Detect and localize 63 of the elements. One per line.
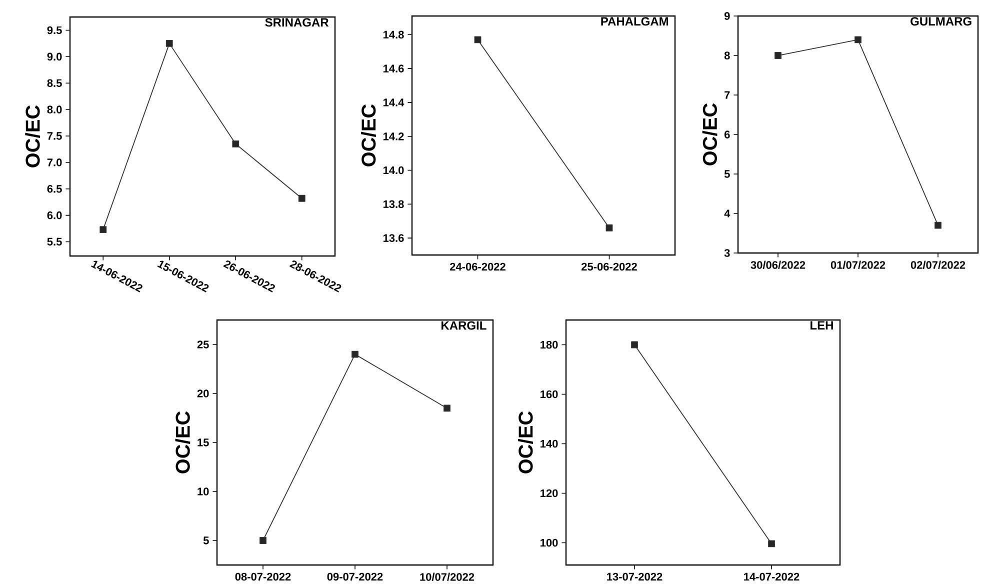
y-tick-label: 10	[198, 488, 209, 496]
y-tick-label: 15	[198, 438, 209, 446]
chart-title: KARGIL	[442, 321, 486, 330]
chart-title: SRINAGAR	[265, 18, 329, 27]
y-axis-title: OC/EC	[518, 411, 533, 474]
point	[934, 222, 942, 229]
x-tick-label: 10/07/2022	[420, 572, 474, 581]
y-tick-label: 7.0	[47, 158, 62, 166]
y-tick-label: 9.0	[47, 52, 62, 61]
chart-title: PAHALGAM	[601, 17, 668, 26]
point	[232, 140, 240, 148]
y-tick-label: 14.6	[383, 64, 404, 72]
x-tick-label: 09-07-2022	[327, 572, 383, 581]
y-tick-label: 14.2	[383, 132, 404, 140]
y-tick-label: 7.5	[47, 132, 62, 140]
y-axis-title: OC/EC	[25, 105, 40, 168]
chart-title: LEH	[810, 321, 833, 330]
x-tick-label: 02/07/2022	[910, 260, 966, 269]
y-tick-label: 9	[724, 12, 730, 20]
y-tick-label: 3	[724, 249, 730, 257]
y-tick-label: 160	[540, 390, 558, 398]
y-tick-label: 8.0	[47, 106, 62, 114]
y-tick-label: 5	[203, 536, 209, 544]
x-tick-label: 13-07-2022	[607, 572, 662, 581]
y-tick-label: 14.8	[383, 30, 404, 39]
point	[854, 36, 862, 44]
point	[166, 40, 173, 47]
y-tick-label: 7	[724, 91, 730, 99]
x-tick-label: 14-07-2022	[744, 572, 800, 581]
x-tick-label: 24-06-2022	[450, 262, 506, 271]
y-tick-label: 100	[540, 538, 558, 547]
y-tick-label: 8.5	[47, 79, 62, 87]
point	[100, 226, 107, 234]
y-tick-label: 14.0	[383, 166, 404, 174]
point	[774, 52, 782, 59]
y-tick-label: 20	[197, 390, 209, 398]
point	[260, 537, 266, 544]
y-tick-label: 180	[540, 340, 558, 349]
y-tick-label: 14.4	[383, 98, 404, 106]
y-axis-title: OC/EC	[361, 104, 376, 166]
y-tick-label: 9.5	[47, 26, 62, 34]
x-tick-label: 25-06-2022	[582, 262, 637, 271]
y-tick-label: 5	[724, 170, 730, 178]
point	[444, 404, 450, 412]
y-axis-title: OC/EC	[175, 411, 190, 474]
y-tick-label: 6.0	[47, 211, 62, 220]
chart-title: GULMARG	[910, 17, 972, 26]
y-axis-title: OC/EC	[702, 103, 718, 166]
y-tick-label: 13.8	[383, 200, 404, 208]
y-tick-label: 25	[197, 340, 209, 348]
y-tick-label: 13.6	[383, 234, 404, 242]
point	[298, 194, 306, 202]
y-tick-label: 140	[540, 440, 558, 448]
x-tick-label: 08-07-2022	[235, 572, 291, 581]
y-tick-label: 4	[724, 210, 730, 218]
y-tick-label: 6.5	[47, 184, 62, 193]
point	[352, 350, 358, 358]
y-tick-label: 8	[724, 52, 730, 60]
y-tick-label: 120	[540, 489, 558, 498]
y-tick-label: 6	[724, 130, 730, 138]
y-tick-label: 5.5	[47, 238, 62, 246]
x-tick-label: 01/07/2022	[830, 260, 886, 269]
x-tick-label: 30/06/2022	[750, 260, 806, 269]
